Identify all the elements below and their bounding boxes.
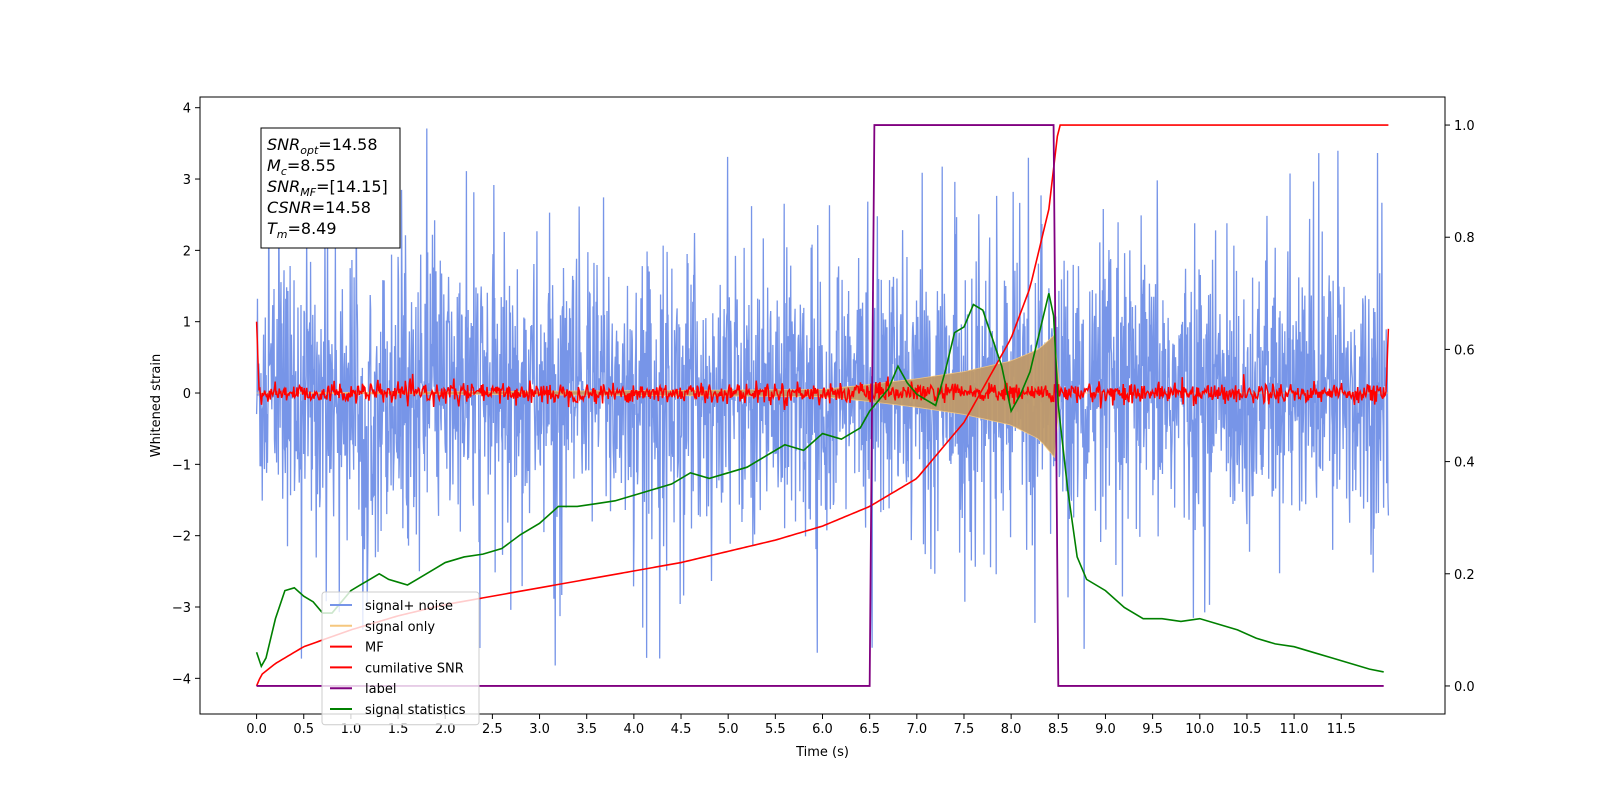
x-tick-label: 7.5	[954, 722, 975, 737]
x-tick-label: 1.0	[341, 722, 362, 737]
legend-label: label	[365, 682, 396, 697]
legend-frame	[321, 591, 480, 726]
annotation-line: Mc=8.55	[267, 156, 336, 178]
x-tick-label: 3.0	[529, 722, 550, 737]
annotation-symbol: M	[267, 156, 281, 175]
x-tick-label: 6.0	[812, 722, 833, 737]
y-tick-label: −2	[172, 530, 191, 545]
x-tick-label: 1.5	[388, 722, 409, 737]
annotation-symbol: SNR	[267, 177, 300, 196]
annotation-subscript: m	[277, 228, 288, 241]
x-tick-label: 2.0	[435, 722, 456, 737]
series-signal-noise	[255, 128, 1390, 666]
legend: signal+ noise signal only MF cumilative SNR…	[321, 591, 480, 726]
annotation-line: Tm=8.49	[267, 219, 337, 241]
axes-layer: 0.0 0.5 1.0 1.5 2.0 2.5 3.0 3.5 4.0 4.5 5.0 5.5 6.0 6…	[172, 102, 1475, 737]
annotation-symbol: SNR	[267, 135, 300, 154]
y-right-tick-label: 0.2	[1454, 568, 1475, 583]
annotation-symbol: CSNR	[267, 198, 312, 217]
y-tick-label: −3	[172, 601, 191, 616]
x-tick-label: 0.5	[293, 722, 314, 737]
x-tick-label: 7.0	[906, 722, 927, 737]
x-tick-label: 6.5	[859, 722, 880, 737]
legend-label: MF	[365, 641, 384, 656]
y-tick-label: 1	[183, 316, 191, 331]
y-right-tick-label: 0.8	[1454, 231, 1475, 246]
x-tick-label: 9.0	[1095, 722, 1116, 737]
x-tick-label: 3.5	[576, 722, 597, 737]
annotation-subscript: opt	[300, 144, 319, 157]
x-tick-label: 11.0	[1280, 722, 1309, 737]
x-tick-label: 5.5	[765, 722, 786, 737]
x-axis-label: Time (s)	[795, 745, 849, 760]
y-right-tick-label: 1.0	[1454, 119, 1475, 134]
y-tick-label: −4	[172, 672, 191, 687]
annotation-value: =14.58	[312, 198, 371, 217]
annotation-value: =8.55	[287, 156, 336, 175]
x-tick-label: 11.5	[1327, 722, 1356, 737]
y-right-tick-label: 0.0	[1454, 680, 1475, 695]
x-tick-label: 2.5	[482, 722, 503, 737]
y-tick-label: 3	[183, 173, 191, 188]
annotation-value: =[14.15]	[316, 177, 388, 196]
y-tick-label: 2	[183, 244, 191, 259]
y-tick-label: 0	[183, 387, 191, 402]
series-label	[256, 124, 1384, 687]
x-tick-label: 8.0	[1001, 722, 1022, 737]
y-tick-label: −1	[172, 458, 191, 473]
legend-label: signal+ noise	[365, 599, 453, 614]
legend-label: signal statistics	[365, 703, 466, 718]
annotation-subscript: MF	[300, 186, 316, 199]
annotation-line: SNRMF=[14.15]	[267, 177, 388, 199]
annotation-value: =8.49	[288, 219, 337, 238]
annotation-line: CSNR=14.58	[267, 198, 371, 217]
x-tick-label: 0.0	[246, 722, 267, 737]
y-right-tick-label: 0.4	[1454, 456, 1475, 471]
annotation-subscript: c	[281, 165, 287, 178]
annotation-box	[260, 127, 401, 249]
x-tick-label: 8.5	[1048, 722, 1069, 737]
x-tick-label: 5.0	[718, 722, 739, 737]
series-mf	[255, 321, 1390, 411]
x-tick-label: 10.5	[1232, 722, 1261, 737]
legend-label: cumilative SNR	[365, 661, 464, 676]
x-tick-label: 4.0	[624, 722, 645, 737]
stats-annotation-box: SNRopt=14.58Mc=8.55SNRMF=[14.15]CSNR=14.…	[260, 127, 401, 249]
annotation-symbol: T	[267, 219, 278, 238]
y-right-tick-label: 0.6	[1454, 343, 1475, 358]
legend-label: signal only	[365, 620, 435, 635]
y-tick-label: 4	[183, 102, 191, 117]
series-signal-statistics	[255, 293, 1384, 673]
y-axis-label: Whitened strain	[149, 354, 164, 457]
annotation-value: =14.58	[318, 135, 377, 154]
x-tick-label: 10.0	[1185, 722, 1214, 737]
annotation-line: SNRopt=14.58	[267, 135, 378, 157]
x-tick-label: 4.5	[671, 722, 692, 737]
x-tick-label: 9.5	[1142, 722, 1163, 737]
